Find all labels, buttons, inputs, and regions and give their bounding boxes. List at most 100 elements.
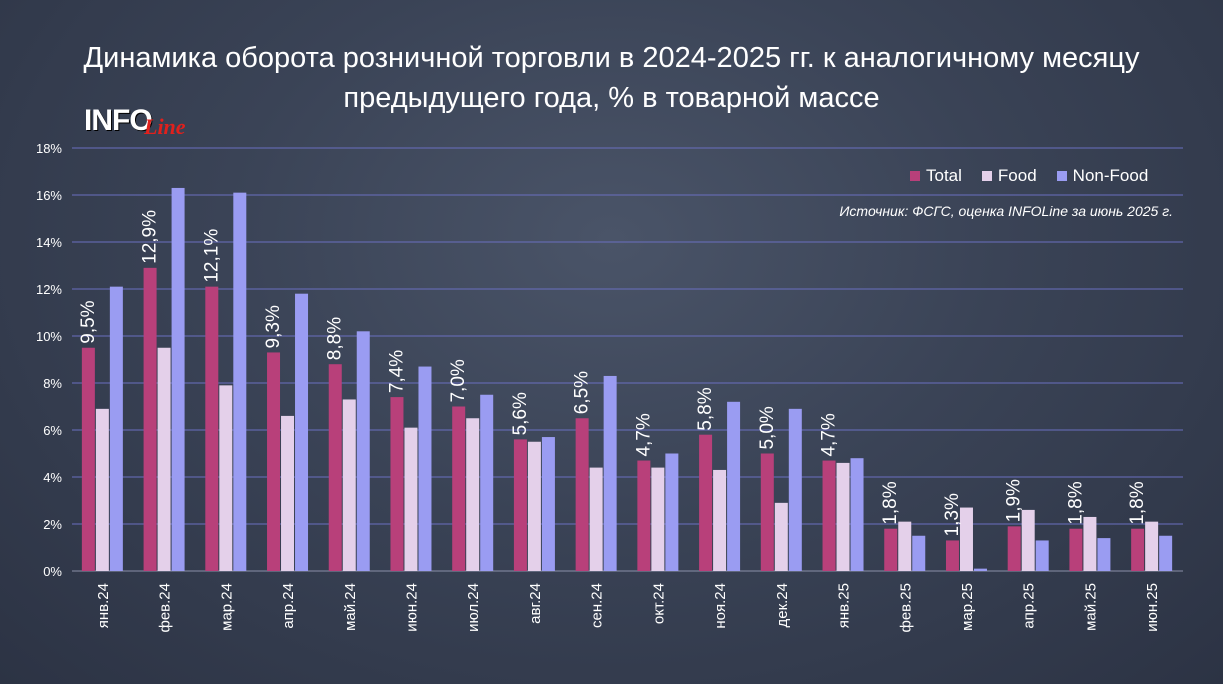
x-tick-label: май.25 (1082, 583, 1099, 631)
data-label: 5,8% (695, 387, 716, 430)
bar-total (822, 460, 836, 571)
chart-title: Динамика оборота розничной торговли в 20… (0, 38, 1223, 118)
bar-total (1069, 528, 1083, 571)
legend-item-total: Total (910, 166, 962, 186)
bar-total (267, 352, 281, 571)
y-tick-label: 12% (36, 282, 62, 297)
x-tick-label: дек.24 (774, 583, 791, 628)
bar-total (390, 397, 404, 571)
bar-food (836, 462, 850, 571)
x-tick-label: фев.25 (897, 583, 914, 633)
x-tick-label: янв.25 (836, 583, 853, 628)
bar-food (281, 415, 295, 571)
y-tick-label: 10% (36, 329, 62, 344)
bar-total (81, 347, 95, 571)
legend-label-total: Total (926, 166, 962, 185)
bar-nonfood (665, 453, 679, 571)
x-tick-label: май.24 (342, 583, 359, 631)
legend-swatch-total (910, 171, 920, 181)
legend-item-food: Food (981, 166, 1037, 186)
x-tick-label: окт.24 (650, 583, 667, 624)
bar-nonfood (233, 192, 247, 571)
data-label: 4,7% (819, 413, 840, 456)
bar-nonfood (109, 286, 123, 571)
x-tick-label: янв.24 (95, 583, 112, 628)
chart-title-line2: предыдущего года, % в товарной массе (343, 82, 880, 114)
x-tick-label: сен.24 (589, 583, 606, 628)
bar-nonfood (1035, 540, 1049, 571)
x-tick-label: авг.24 (527, 583, 544, 624)
chart-legend: Total Food Non-Food (910, 166, 1148, 186)
bar-food (466, 418, 480, 571)
bar-total (1007, 526, 1021, 571)
data-label: 1,8% (1065, 481, 1086, 524)
bar-nonfood (788, 408, 802, 571)
data-label: 4,7% (633, 413, 654, 456)
bar-food (527, 441, 541, 571)
x-tick-label: июл.24 (465, 583, 482, 632)
bar-food (713, 469, 727, 571)
data-label: 9,3% (263, 305, 284, 348)
bar-total (699, 434, 713, 571)
bar-total (1131, 528, 1145, 571)
data-label: 9,5% (78, 300, 99, 343)
x-tick-label: апр.24 (280, 583, 297, 629)
y-tick-label: 14% (36, 235, 62, 250)
bar-nonfood (912, 535, 926, 571)
legend-label-nonfood: Non-Food (1072, 166, 1149, 185)
bar-food (651, 467, 665, 571)
infoline-logo: INFO Line (84, 104, 214, 140)
data-label: 1,8% (880, 481, 901, 524)
y-tick-label: 6% (43, 423, 62, 438)
bar-nonfood (850, 458, 864, 571)
bar-food (342, 399, 356, 571)
bar-food (959, 507, 973, 571)
bar-food (1021, 509, 1035, 571)
bar-nonfood (727, 401, 741, 571)
logo-info-text: INFO (84, 104, 153, 137)
bar-total (637, 460, 651, 571)
data-label: 1,8% (1127, 481, 1148, 524)
bar-food (95, 408, 109, 571)
data-label: 6,5% (572, 371, 593, 414)
bar-nonfood (418, 366, 432, 571)
bar-nonfood (356, 331, 370, 571)
bar-nonfood (1097, 538, 1111, 571)
data-label: 7,0% (448, 359, 469, 402)
x-tick-label: мар.25 (959, 583, 976, 631)
bar-food (589, 467, 603, 571)
bar-total (884, 528, 898, 571)
bar-food (404, 427, 418, 571)
bar-nonfood (603, 375, 617, 571)
data-label: 5,0% (757, 406, 778, 449)
bar-total (760, 453, 774, 571)
bar-total (205, 286, 219, 571)
bar-food (898, 521, 912, 571)
legend-swatch-food (981, 171, 992, 181)
x-tick-label: мар.24 (218, 583, 235, 631)
x-tick-label: апр.25 (1021, 583, 1038, 629)
data-label: 12,1% (201, 229, 222, 283)
bar-food (219, 385, 233, 571)
logo-line-text: Line (144, 114, 186, 139)
bar-total (328, 364, 342, 571)
bar-nonfood (480, 394, 494, 571)
bar-food (1083, 516, 1097, 571)
x-tick-label: фев.24 (157, 583, 174, 633)
bar-total (513, 439, 527, 571)
data-label: 12,9% (140, 210, 161, 264)
x-tick-label: ноя.24 (712, 583, 729, 629)
data-label: 1,9% (1004, 479, 1025, 522)
bar-total (452, 406, 466, 571)
data-label: 5,6% (510, 392, 531, 435)
y-tick-label: 18% (36, 141, 62, 156)
bar-total (143, 267, 157, 571)
y-tick-label: 8% (43, 376, 62, 391)
source-note: Источник: ФСГС, оценка INFOLine за июнь … (839, 203, 1173, 219)
y-tick-label: 2% (43, 517, 62, 532)
bar-nonfood (541, 437, 555, 571)
x-tick-label: июн.24 (403, 583, 420, 632)
legend-swatch-nonfood (1056, 171, 1067, 181)
bar-nonfood (1159, 535, 1173, 571)
